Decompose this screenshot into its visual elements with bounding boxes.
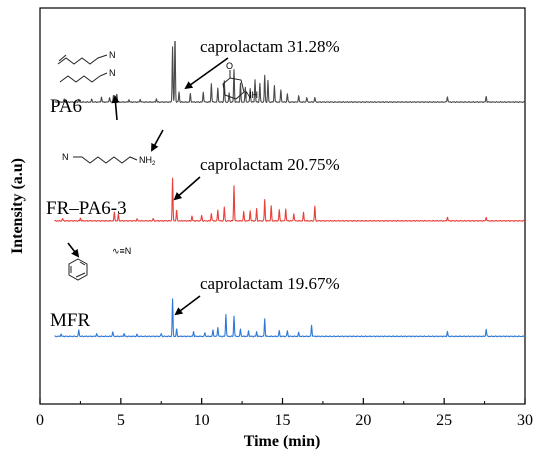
- series-label-pa6: PA6: [50, 96, 82, 117]
- hexenenitrile-structure: [57, 54, 108, 65]
- arrow-aminohexanenitrile: [151, 129, 164, 152]
- hexenenitrile-n-label: N: [109, 50, 116, 60]
- arrow-benzene: [67, 242, 80, 258]
- series-line-2: [54, 298, 526, 338]
- x-tick-label-25: 25: [436, 412, 452, 429]
- arrow-pa6-nitriles: [111, 95, 120, 121]
- y-axis-label: Intensity (a.u): [9, 158, 26, 254]
- series-line-1: [54, 177, 526, 222]
- series-label-mfr: MFR: [50, 310, 90, 331]
- pentenenitrile-structure: [59, 72, 108, 83]
- benzene-structure: [68, 258, 88, 281]
- acrylonitrile-label: ∿≡N: [112, 246, 131, 256]
- aminohexanenitrile-nh2-label: NH2: [139, 155, 156, 167]
- x-tick-label-5: 5: [117, 412, 125, 429]
- annotation-mfr-caprolactam: caprolactam 19.67%: [200, 274, 340, 293]
- x-tick-label-20: 20: [355, 412, 371, 429]
- arrow-mfr-caprolactam: [174, 295, 201, 316]
- x-tick-label-10: 10: [194, 412, 210, 429]
- caprolactam-structure: [222, 70, 245, 100]
- x-axis-ticks: 0 5 10 15 20 25 30: [36, 398, 533, 429]
- caprolactam-o-label: O: [226, 61, 233, 71]
- x-axis-label: Time (min): [244, 433, 321, 450]
- annotation-fr-pa6-3-caprolactam: caprolactam 20.75%: [200, 155, 340, 174]
- arrow-pa6-caprolactam: [184, 57, 229, 90]
- arrow-fr-pa6-3-caprolactam: [173, 176, 201, 201]
- series-layer: [54, 40, 526, 338]
- series-line-0: [54, 40, 526, 104]
- caprolactam-nh-label: NH: [245, 90, 258, 100]
- x-tick-label-0: 0: [36, 412, 44, 429]
- series-label-fr-pa6-3: FR–PA6-3: [46, 198, 127, 219]
- x-tick-label-15: 15: [275, 412, 291, 429]
- x-tick-label-30: 30: [517, 412, 533, 429]
- aminohexanenitrile-n-label: N: [62, 152, 69, 162]
- aminohexanenitrile-structure: [73, 156, 138, 164]
- annotation-pa6-caprolactam: caprolactam 31.28%: [200, 37, 340, 56]
- pentenenitrile-n-label: N: [109, 68, 116, 78]
